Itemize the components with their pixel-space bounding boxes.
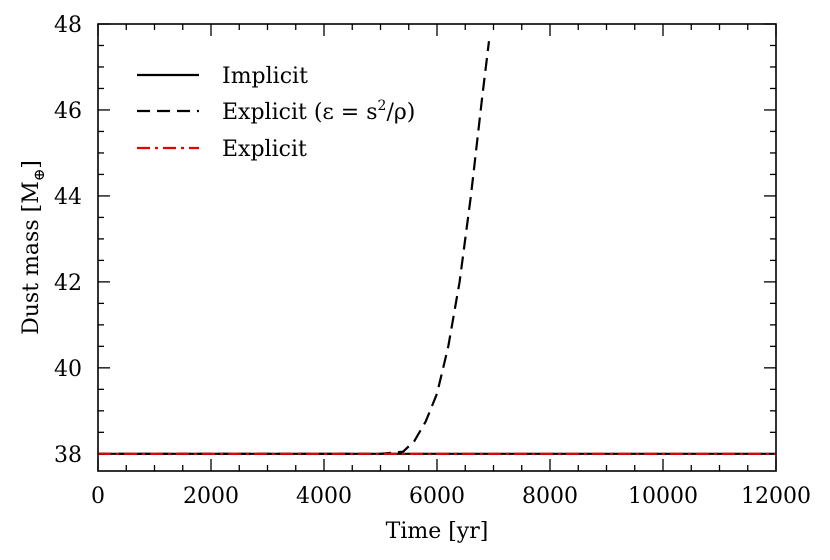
axis-ticks (97, 23, 777, 471)
y-tick-label: 46 (54, 99, 82, 124)
series-layer (98, 41, 776, 455)
y-tick-label: 44 (54, 185, 82, 210)
legend: Implicit Explicit (ε = s2/ρ) Explicit (137, 64, 415, 162)
y-tick-label: 48 (54, 13, 82, 38)
legend-label-explicit-eps-prefix: Explicit ( (222, 100, 322, 125)
tick-labels: 0 2000 4000 6000 8000 10000 12000 38 40 42 44 46 48 (54, 13, 811, 509)
legend-label-explicit-eps-eq: ε = s (322, 100, 377, 125)
y-tick-label: 40 (54, 357, 82, 382)
x-tick-label: 12000 (741, 484, 811, 509)
legend-label-explicit-eps-sup: 2 (378, 98, 387, 114)
plot-frame (97, 23, 777, 472)
x-axis-label: Time [yr] (386, 519, 489, 544)
y-axis-label-close: ] (19, 160, 44, 169)
x-tick-label: 4000 (296, 484, 352, 509)
y-tick-label: 38 (54, 443, 82, 468)
legend-label-explicit-eps-suffix: /ρ) (386, 100, 415, 125)
y-tick-label: 42 (54, 271, 82, 296)
x-tick-label: 0 (91, 484, 105, 509)
x-tick-label: 2000 (183, 484, 239, 509)
legend-label-implicit: Implicit (222, 64, 308, 89)
y-axis-label-text: Dust mass [M (19, 181, 44, 335)
x-tick-label: 6000 (409, 484, 465, 509)
x-tick-label: 8000 (522, 484, 578, 509)
y-axis-label: Dust mass [M⊕] (19, 160, 48, 335)
y-axis-label-subscript: ⊕ (30, 169, 48, 182)
x-tick-label: 10000 (628, 484, 698, 509)
legend-label-explicit-eps: Explicit (ε = s2/ρ) (222, 98, 415, 125)
legend-label-explicit: Explicit (222, 137, 307, 162)
